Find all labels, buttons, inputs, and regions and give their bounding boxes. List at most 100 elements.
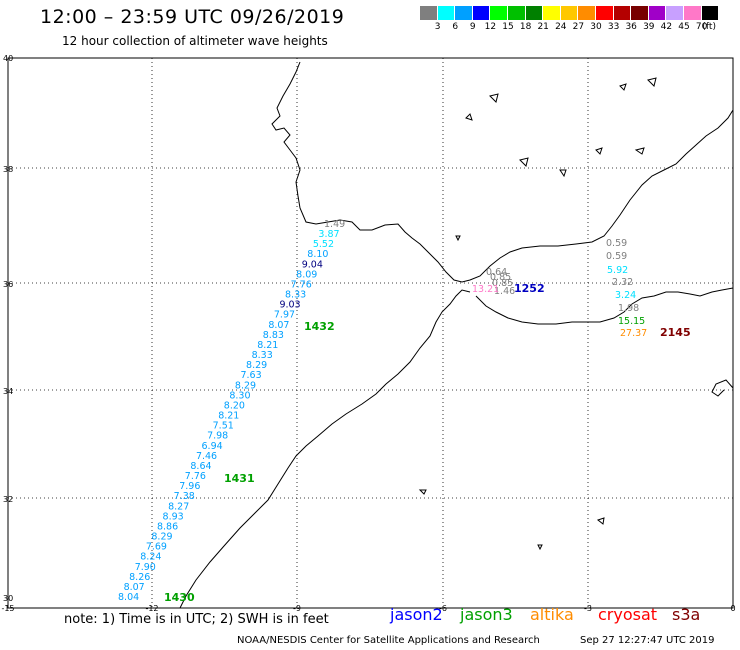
latitude-label: 36 — [3, 280, 13, 289]
wave-height-value: 7.51 — [213, 421, 234, 432]
color-scale-label: 21 — [537, 22, 549, 32]
color-scale-label: 33 — [607, 22, 620, 32]
map-frame — [7, 57, 734, 609]
color-swatch — [420, 6, 438, 20]
wave-height-value: 27.37 — [620, 328, 647, 339]
wave-height-value: 5.52 — [313, 239, 334, 250]
color-scale-label: 30 — [590, 22, 602, 32]
wave-height-value: 7.98 — [207, 431, 228, 442]
color-scale-label: 9 — [469, 22, 476, 32]
footer-credit: NOAA/NESDIS Center for Satellite Applica… — [237, 635, 540, 646]
color-scale-label: 45 — [678, 22, 690, 32]
color-scale-label: 15 — [502, 22, 514, 32]
color-scale-label: 18 — [519, 22, 532, 32]
longitude-label: -6 — [439, 604, 447, 613]
color-swatch — [701, 6, 720, 20]
color-swatch — [472, 6, 491, 20]
color-swatch — [490, 6, 508, 20]
wave-height-value: 13.21 — [472, 284, 499, 295]
color-swatch — [683, 6, 702, 20]
wave-height-value: 8.24 — [140, 552, 161, 563]
wave-height-value: 0.59 — [606, 238, 627, 249]
pass-time-jason3: 1432 — [304, 320, 335, 333]
wave-height-value: 1.98 — [618, 303, 639, 314]
color-scale-unit: (ft) — [702, 22, 716, 32]
wave-height-value: 1.46 — [494, 286, 515, 297]
color-scale-label: 12 — [484, 22, 497, 32]
color-swatch — [666, 6, 684, 20]
wave-height-value: 8.30 — [229, 390, 250, 401]
latitude-label: 34 — [3, 387, 13, 396]
wave-height-value: 8.21 — [218, 411, 239, 422]
wave-height-value: 0.85 — [492, 278, 513, 289]
latitude-label: 30 — [3, 594, 13, 603]
wave-height-value: 8.86 — [157, 521, 178, 532]
wave-height-value: 3.24 — [615, 290, 636, 301]
wave-height-value: 8.29 — [235, 380, 256, 391]
page-title: 12:00 – 23:59 UTC 09/26/2019 — [40, 6, 345, 28]
color-scale-label: 36 — [625, 22, 637, 32]
wave-height-value: 8.27 — [168, 501, 189, 512]
color-swatch — [560, 6, 579, 20]
wave-height-value: 0.85 — [490, 272, 511, 283]
wave-height-value: 8.64 — [190, 461, 211, 472]
latitude-label: 38 — [3, 165, 13, 174]
wave-height-value: 8.04 — [118, 592, 139, 603]
color-swatch — [595, 6, 614, 20]
pass-time-jason2: 1252 — [514, 282, 545, 295]
wave-height-value: 1.49 — [324, 219, 345, 230]
longitude-label: 0 — [730, 604, 735, 613]
wave-height-value: 2.32 — [612, 277, 633, 288]
wave-height-value: 8.09 — [296, 269, 317, 280]
wave-height-value: 9.03 — [279, 300, 300, 311]
longitude-label: -9 — [293, 604, 301, 613]
legend-jason3: jason3 — [460, 605, 513, 624]
longitude-label: -15 — [1, 604, 14, 613]
color-swatch — [613, 6, 632, 20]
wave-height-value: 7.96 — [179, 481, 200, 492]
color-scale-label: 39 — [643, 22, 655, 32]
color-scale — [420, 6, 720, 20]
color-swatch — [543, 6, 561, 20]
wave-height-value: 15.15 — [618, 316, 645, 327]
wave-height-value: 6.94 — [202, 441, 223, 452]
wave-height-value: 8.83 — [263, 330, 284, 341]
wave-height-value: 3.87 — [318, 229, 339, 240]
page-subtitle: 12 hour collection of altimeter wave hei… — [62, 34, 328, 48]
longitude-label: -12 — [145, 604, 158, 613]
wave-height-value: 7.63 — [240, 370, 261, 381]
wave-height-value: 0.64 — [486, 267, 507, 278]
legend-altika: altika — [530, 605, 574, 624]
wave-height-value: 7.90 — [135, 562, 156, 573]
footer-note: note: 1) Time is in UTC; 2) SWH is in fe… — [64, 612, 329, 627]
color-scale-label: 70 — [695, 22, 708, 32]
wave-height-value: 8.29 — [151, 532, 172, 543]
color-scale-label: 27 — [572, 22, 585, 32]
wave-height-value: 8.93 — [163, 511, 184, 522]
color-scale-label: 24 — [555, 22, 567, 32]
pass-time-jason3: 1430 — [164, 591, 195, 604]
altimeter-tracks: 8.048.078.267.908.247.698.298.868.938.27… — [118, 219, 691, 604]
wave-height-value: 8.26 — [129, 572, 150, 583]
color-scale-label: 3 — [434, 22, 441, 32]
wave-height-value: 8.20 — [224, 400, 245, 411]
pass-time-jason3: 1431 — [224, 472, 255, 485]
color-swatch — [578, 6, 596, 20]
wave-height-value: 8.10 — [307, 249, 328, 260]
wave-height-value: 7.38 — [174, 491, 195, 502]
wave-height-value: 9.04 — [302, 259, 323, 270]
coastline — [179, 61, 734, 609]
color-scale-label: 42 — [660, 22, 673, 32]
wave-height-value: 0.59 — [606, 251, 627, 262]
wave-height-value: 8.07 — [124, 582, 145, 593]
legend-s3a: s3a — [672, 605, 701, 624]
wave-height-value: 8.21 — [257, 340, 278, 351]
color-swatch — [648, 6, 667, 20]
latitude-labels: 40 38 36 34 32 30 — [3, 54, 13, 603]
wave-height-value: 8.07 — [268, 320, 289, 331]
wave-height-value: 8.29 — [246, 360, 267, 371]
footer-timestamp: Sep 27 12:27:47 UTC 2019 — [580, 635, 715, 646]
longitude-label: -3 — [584, 604, 592, 613]
wave-height-value: 7.46 — [196, 451, 217, 462]
